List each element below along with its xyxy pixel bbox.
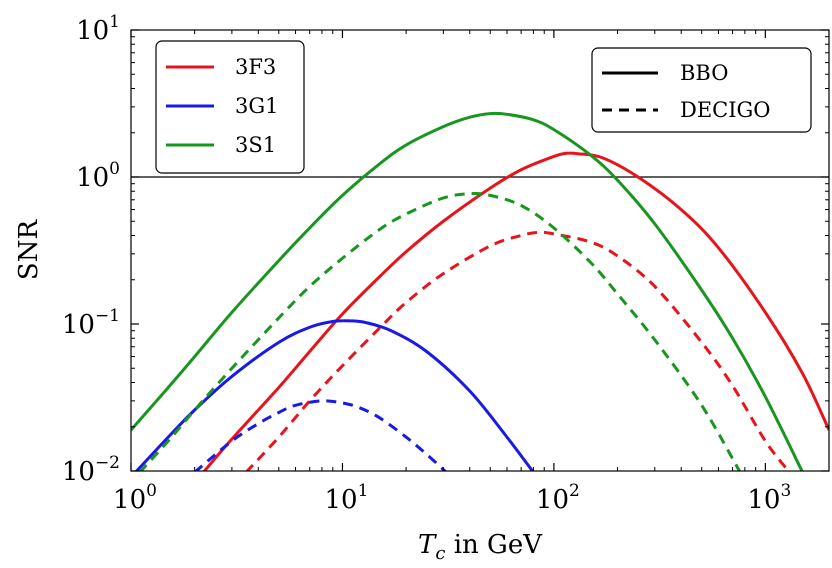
x-axis-label: Tc in GeV [418, 530, 543, 564]
legend-3g1-label: 3G1 [235, 94, 279, 118]
y-tick-label-3: 101 [76, 12, 120, 46]
y-tick-label-0: 10−2 [62, 453, 120, 487]
x-tick-label-1: 101 [324, 481, 368, 515]
series-3f3-decigo [245, 230, 791, 471]
legend-models: 3F3 3G1 3S1 [155, 40, 305, 174]
legend-bbo-label: BBO [680, 61, 728, 85]
legend-3f3-label: 3F3 [235, 55, 276, 79]
y-axis-label: SNR [14, 219, 44, 281]
series-3s1-decigo [138, 191, 742, 471]
series-3g1-bbo [134, 319, 535, 471]
tick-layer: 100 101 102 103 10−2 10−1 100 101 [62, 12, 830, 515]
series-3s1-bbo [131, 111, 804, 471]
plot-frame [130, 29, 830, 472]
series-layer [131, 111, 829, 471]
x-tick-label-0: 100 [113, 481, 157, 515]
y-tick-label-1: 10−1 [62, 306, 120, 340]
y-tick-label-2: 100 [76, 159, 120, 193]
legend-models-box [155, 40, 305, 174]
x-tick-label-3: 103 [747, 481, 791, 515]
legend-detectors-box [591, 47, 812, 133]
series-3f3-bbo [202, 151, 829, 471]
legend-decigo-label: DECIGO [680, 98, 771, 122]
legend-detectors: BBO DECIGO [591, 47, 812, 133]
series-3g1-decigo [193, 399, 448, 471]
x-tick-label-2: 102 [536, 481, 580, 515]
legend-3s1-label: 3S1 [235, 133, 276, 157]
